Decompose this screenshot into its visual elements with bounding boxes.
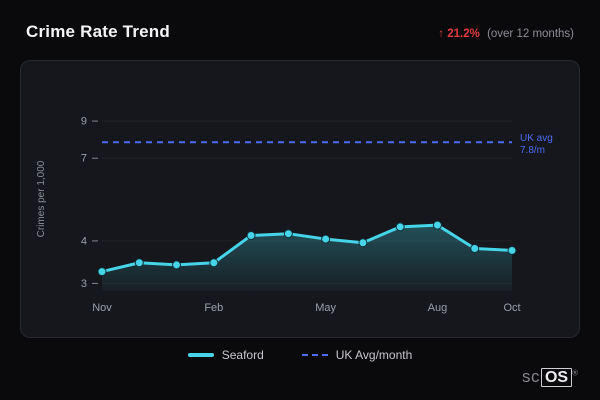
up-arrow-icon: ↑ <box>438 28 445 40</box>
trend-delta: ↑ 21.2% <box>438 28 480 40</box>
svg-text:Aug: Aug <box>428 302 448 314</box>
svg-text:4: 4 <box>81 235 87 247</box>
page-title: Crime Rate Trend <box>26 22 170 41</box>
svg-text:7: 7 <box>81 153 87 165</box>
svg-text:Nov: Nov <box>92 302 112 314</box>
svg-text:May: May <box>315 302 336 314</box>
scos-logo-prefix: sc <box>521 367 540 386</box>
svg-text:Feb: Feb <box>204 302 223 314</box>
chart-legend: Seaford UK Avg/month <box>0 348 600 362</box>
chart-panel: 3 4 7 9 Nov Feb May Aug Oct UK avg 7.8/m Crimes per… <box>20 60 580 338</box>
uk-avg-line-swatch <box>301 354 328 356</box>
legend-item-seaford[interactable]: Seaford <box>187 348 264 362</box>
legend-item-uk-avg[interactable]: UK Avg/month <box>301 348 413 362</box>
trend-indicator: ↑ 21.2% (over 12 months) <box>438 28 574 40</box>
svg-text:7.8/m: 7.8/m <box>520 145 545 156</box>
svg-text:3: 3 <box>81 278 87 290</box>
seaford-line-swatch <box>187 353 214 357</box>
svg-text:Oct: Oct <box>503 302 520 314</box>
svg-text:Crimes per 1,000: Crimes per 1,000 <box>36 160 47 237</box>
scos-logo-suffix: OS <box>540 368 573 387</box>
scos-logo: sc OS ® <box>522 367 578 387</box>
page-header: Crime Rate Trend ↑ 21.2% (over 12 months… <box>0 0 600 50</box>
svg-text:UK avg: UK avg <box>520 133 553 144</box>
legend-label-uk-avg: UK Avg/month <box>335 348 413 362</box>
legend-label-seaford: Seaford <box>221 348 264 362</box>
svg-text:9: 9 <box>81 116 87 128</box>
registered-mark: ® <box>572 368 578 378</box>
trend-delta-period: (over 12 months) <box>487 28 574 40</box>
trend-delta-value: 21.2% <box>447 28 480 40</box>
